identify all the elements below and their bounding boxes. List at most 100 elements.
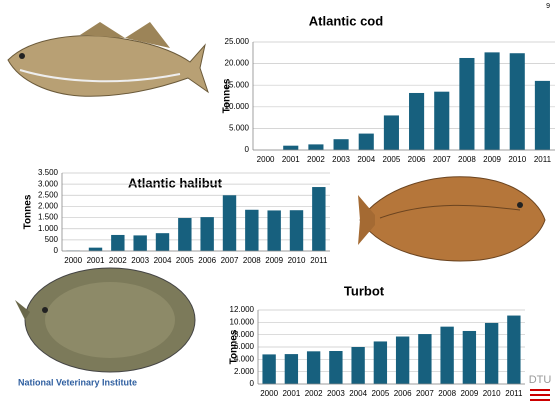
- x-tick-label: 2006: [394, 389, 412, 398]
- x-tick-label: 2007: [416, 389, 434, 398]
- x-tick-label: 2003: [327, 389, 345, 398]
- bar: [359, 134, 374, 150]
- bar: [434, 92, 449, 150]
- y-tick-label: 8.000: [234, 330, 255, 339]
- x-tick-label: 2008: [438, 389, 456, 398]
- x-tick-label: 2002: [307, 155, 325, 164]
- y-tick-label: 20.000: [225, 59, 250, 68]
- x-tick-label: 2006: [408, 155, 426, 164]
- x-tick-label: 2009: [460, 389, 478, 398]
- bar: [440, 327, 453, 384]
- bar: [334, 139, 349, 150]
- x-tick-label: 2010: [288, 256, 306, 265]
- x-tick-label: 2011: [534, 155, 552, 164]
- y-tick-label: 5.000: [229, 124, 250, 133]
- bar: [111, 235, 124, 251]
- y-tick-label: 1.500: [38, 213, 59, 222]
- y-tick-label: 2.500: [38, 190, 59, 199]
- bar: [245, 210, 258, 251]
- bar: [351, 347, 364, 384]
- y-axis-label: Tonnes: [23, 194, 34, 229]
- x-tick-label: 2008: [458, 155, 476, 164]
- y-tick-label: 2.000: [38, 202, 59, 211]
- x-tick-label: 2011: [505, 389, 523, 398]
- chart-title: Turbot: [344, 283, 385, 298]
- x-tick-label: 2009: [483, 155, 501, 164]
- page-number: 9: [546, 3, 550, 10]
- y-tick-label: 0: [250, 379, 255, 388]
- x-tick-label: 2008: [243, 256, 261, 265]
- x-tick-label: 2010: [483, 389, 501, 398]
- x-tick-label: 2005: [383, 155, 401, 164]
- dtu-logo: DTU: [529, 374, 552, 401]
- bar: [156, 233, 169, 251]
- chart-title: Atlantic cod: [309, 13, 383, 28]
- bar: [510, 53, 525, 150]
- bar: [374, 341, 387, 384]
- bar: [485, 323, 498, 384]
- y-tick-label: 12.000: [230, 305, 255, 314]
- bar: [223, 195, 236, 251]
- x-tick-label: 2007: [221, 256, 239, 265]
- bar: [312, 187, 325, 251]
- bar: [89, 248, 102, 251]
- x-tick-label: 2000: [257, 155, 275, 164]
- x-tick-label: 2001: [282, 155, 300, 164]
- y-tick-label: 3.500: [38, 168, 59, 177]
- x-tick-label: 2002: [305, 389, 323, 398]
- bar: [485, 52, 500, 150]
- bar: [178, 218, 191, 251]
- x-tick-label: 2003: [131, 256, 149, 265]
- y-tick-label: 3.000: [38, 179, 59, 188]
- bar: [463, 331, 476, 384]
- bar: [384, 115, 399, 150]
- x-tick-label: 2010: [508, 155, 526, 164]
- cod-illustration: [8, 22, 208, 96]
- bar: [267, 210, 280, 251]
- y-tick-label: 10.000: [230, 317, 255, 326]
- logo-text: DTU: [529, 374, 552, 386]
- bar: [307, 351, 320, 384]
- bar: [535, 81, 550, 150]
- chart-title: Atlantic halibut: [128, 175, 223, 190]
- bar: [418, 334, 431, 384]
- bar: [459, 58, 474, 150]
- x-tick-label: 2007: [433, 155, 451, 164]
- bar: [507, 316, 520, 384]
- bar: [285, 354, 298, 384]
- bar: [329, 351, 342, 384]
- x-tick-label: 2003: [332, 155, 350, 164]
- bar: [409, 93, 424, 150]
- x-tick-label: 2005: [176, 256, 194, 265]
- bar: [200, 217, 213, 251]
- y-tick-label: 0: [245, 145, 250, 154]
- y-tick-label: 0: [54, 246, 59, 255]
- x-tick-label: 2005: [371, 389, 389, 398]
- institute-name: National Veterinary Institute: [18, 377, 137, 387]
- x-tick-label: 2004: [154, 256, 172, 265]
- bar: [396, 337, 409, 384]
- turbot-illustration: [15, 268, 195, 372]
- y-tick-label: 1.000: [38, 224, 59, 233]
- y-tick-label: 4.000: [234, 354, 255, 363]
- bar: [133, 235, 146, 251]
- x-tick-label: 2000: [64, 256, 82, 265]
- halibut-illustration: [358, 177, 545, 261]
- y-tick-label: 25.000: [225, 37, 250, 46]
- x-tick-label: 2001: [87, 256, 105, 265]
- y-tick-label: 2.000: [234, 367, 255, 376]
- bar: [262, 354, 275, 384]
- x-tick-label: 2000: [260, 389, 278, 398]
- x-tick-label: 2002: [109, 256, 127, 265]
- x-tick-label: 2004: [357, 155, 375, 164]
- y-tick-label: 15.000: [225, 80, 250, 89]
- y-tick-label: 6.000: [234, 342, 255, 351]
- bar: [283, 146, 298, 150]
- bar: [290, 210, 303, 251]
- x-tick-label: 2006: [198, 256, 216, 265]
- y-tick-label: 10.000: [225, 102, 250, 111]
- y-tick-label: 500: [45, 235, 59, 244]
- x-tick-label: 2009: [265, 256, 283, 265]
- x-tick-label: 2001: [282, 389, 300, 398]
